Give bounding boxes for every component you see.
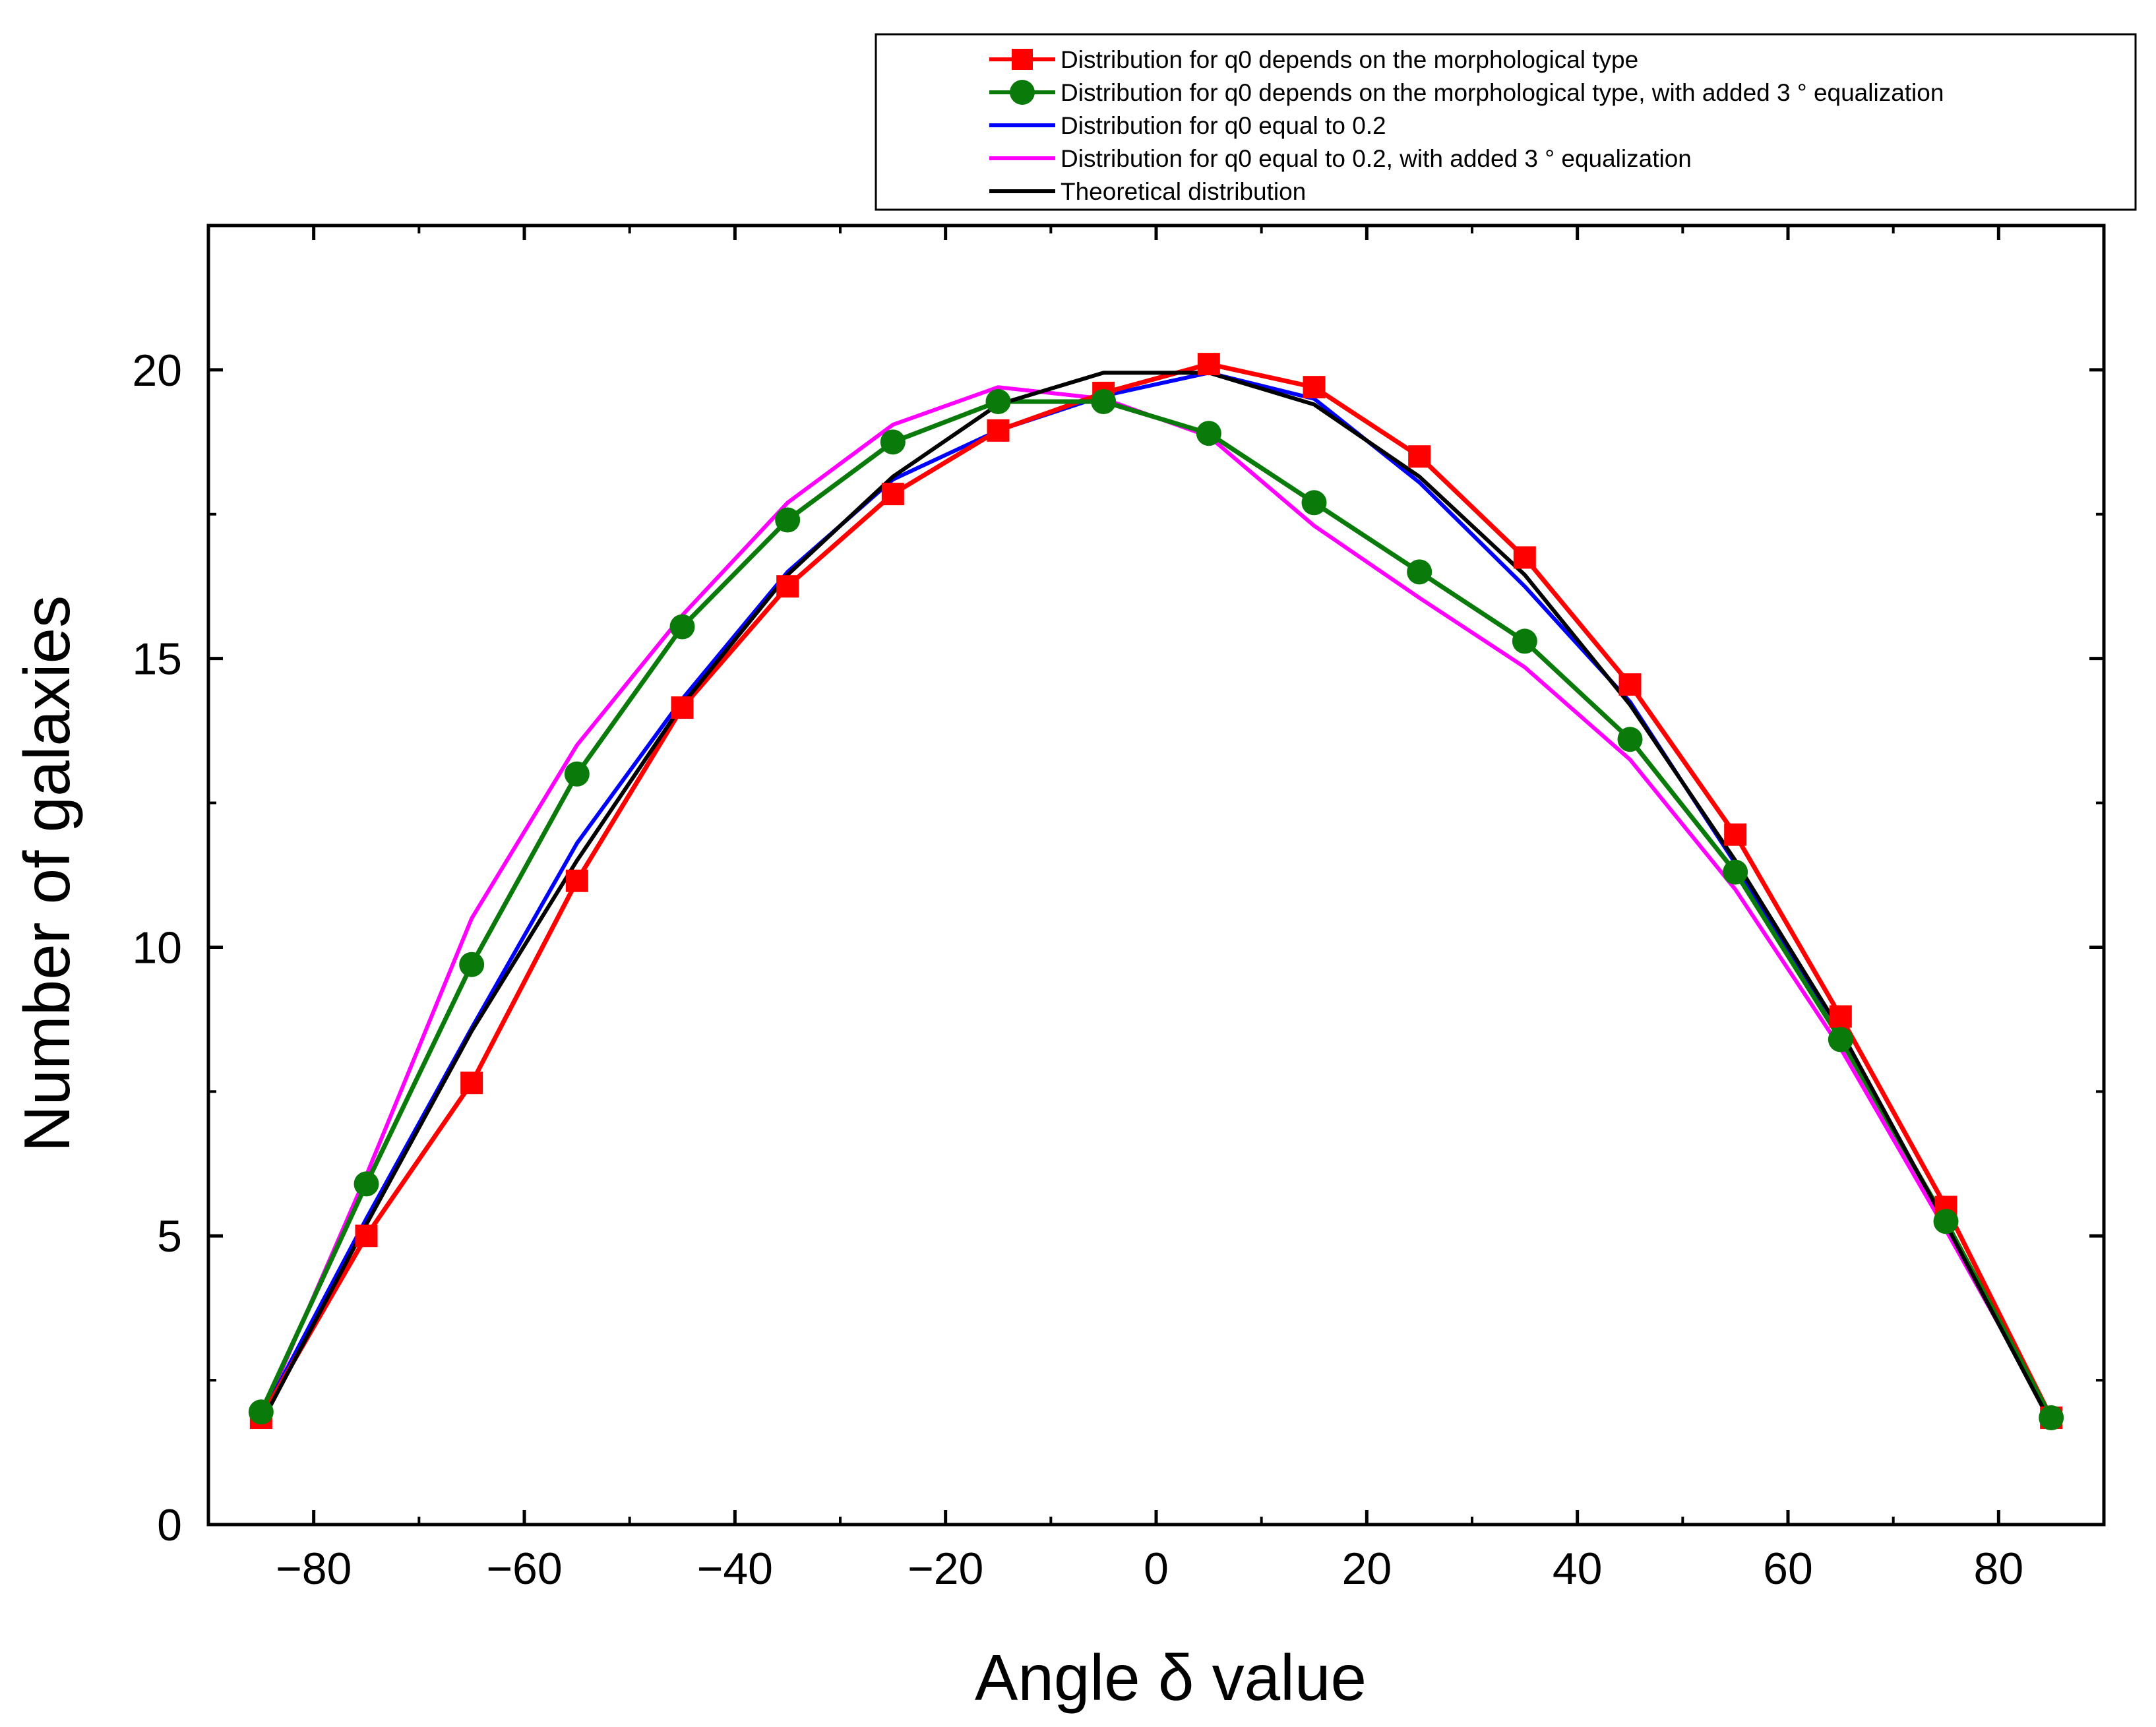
legend-item: Theoretical distribution [989, 178, 1306, 205]
data-point-circle [1407, 559, 1432, 585]
data-point-square [355, 1225, 378, 1248]
data-point-square [1513, 546, 1536, 569]
data-point-circle [354, 1171, 379, 1197]
data-point-square [1303, 376, 1326, 399]
x-axis-title: Angle δ value [975, 1641, 1367, 1714]
y-tick-label: 5 [157, 1211, 182, 1261]
x-tick-label: 20 [1342, 1544, 1392, 1594]
y-tick-label: 20 [132, 346, 182, 396]
legend-label: Theoretical distribution [1061, 178, 1306, 205]
data-point-square [987, 419, 1010, 442]
data-point-square [1724, 823, 1747, 846]
x-tick-label: 0 [1144, 1544, 1169, 1594]
y-tick-label: 10 [132, 923, 182, 973]
legend-swatch-square [1012, 49, 1033, 70]
x-tick-label: −40 [697, 1544, 773, 1594]
legend-label: Distribution for q0 depends on the morph… [1061, 46, 1638, 73]
data-point-circle [1196, 421, 1221, 446]
data-point-circle [564, 761, 590, 787]
data-point-circle [880, 429, 906, 455]
series-line-distribution-for-q0-equal-to-0-2-with-added-3-equalization [259, 385, 2053, 1419]
x-tick-label: −80 [276, 1544, 352, 1594]
legend: Distribution for q0 depends on the morph… [875, 33, 2137, 211]
data-point-circle [669, 614, 695, 640]
x-tick-label: −20 [908, 1544, 983, 1594]
data-point-circle [1933, 1209, 1959, 1234]
legend-item: Distribution for q0 equal to 0.2, with a… [989, 145, 1692, 172]
data-point-square [460, 1072, 483, 1095]
series-line-distribution-for-q0-equal-to-0-2 [259, 371, 2053, 1419]
data-point-circle [1091, 389, 1117, 415]
legend-item: Distribution for q0 depends on the morph… [989, 79, 1944, 106]
data-point-square [1197, 353, 1220, 376]
data-point-square [1618, 673, 1642, 696]
data-point-circle [459, 952, 485, 977]
series-line-theoretical-distribution [259, 371, 2053, 1425]
legend-label: Distribution for q0 equal to 0.2, with a… [1061, 145, 1692, 172]
data-point-circle [248, 1399, 274, 1425]
legend-label: Distribution for q0 equal to 0.2 [1061, 112, 1386, 139]
data-point-circle [1301, 490, 1327, 516]
x-tick-label: −60 [486, 1544, 562, 1594]
y-tick-label: 0 [157, 1500, 182, 1550]
legend-frame [875, 33, 2137, 211]
x-tick-label: 40 [1553, 1544, 1603, 1594]
data-point-circle [1617, 727, 1643, 752]
data-point-circle [2039, 1405, 2064, 1431]
data-point-circle [1828, 1027, 1853, 1052]
data-point-square [776, 575, 799, 598]
data-point-square [565, 869, 588, 892]
data-point-square [671, 696, 694, 719]
plot-area: −80 −60 −40 −20 0 20 40 60 80 0 5 10 15 20 [132, 224, 2106, 1594]
legend-label: Distribution for q0 depends on the morph… [1061, 79, 1944, 106]
y-axis-title: Number of galaxies [11, 595, 83, 1152]
legend-item: Distribution for q0 depends on the morph… [989, 46, 1638, 73]
data-point-circle [1512, 628, 1537, 654]
data-point-circle [775, 507, 801, 533]
data-point-circle [1723, 859, 1748, 885]
data-point-square [881, 483, 904, 506]
series-line-distribution-for-q0-depends-on-the-morphological-type-with-added-3-equalization [259, 399, 2054, 1419]
legend-swatch-circle [1010, 80, 1035, 105]
data-point-square [1829, 1005, 1852, 1028]
data-point-circle [985, 389, 1011, 415]
x-tick-label: 80 [1974, 1544, 2024, 1594]
data-point-square [1408, 445, 1431, 468]
series-line-distribution-for-q0-depends-on-the-morphological-type [259, 361, 2054, 1419]
y-tick-label: 15 [132, 634, 182, 684]
legend-item: Distribution for q0 equal to 0.2 [989, 112, 1386, 139]
plot-frame [206, 224, 2106, 1527]
x-tick-label: 60 [1763, 1544, 1813, 1594]
